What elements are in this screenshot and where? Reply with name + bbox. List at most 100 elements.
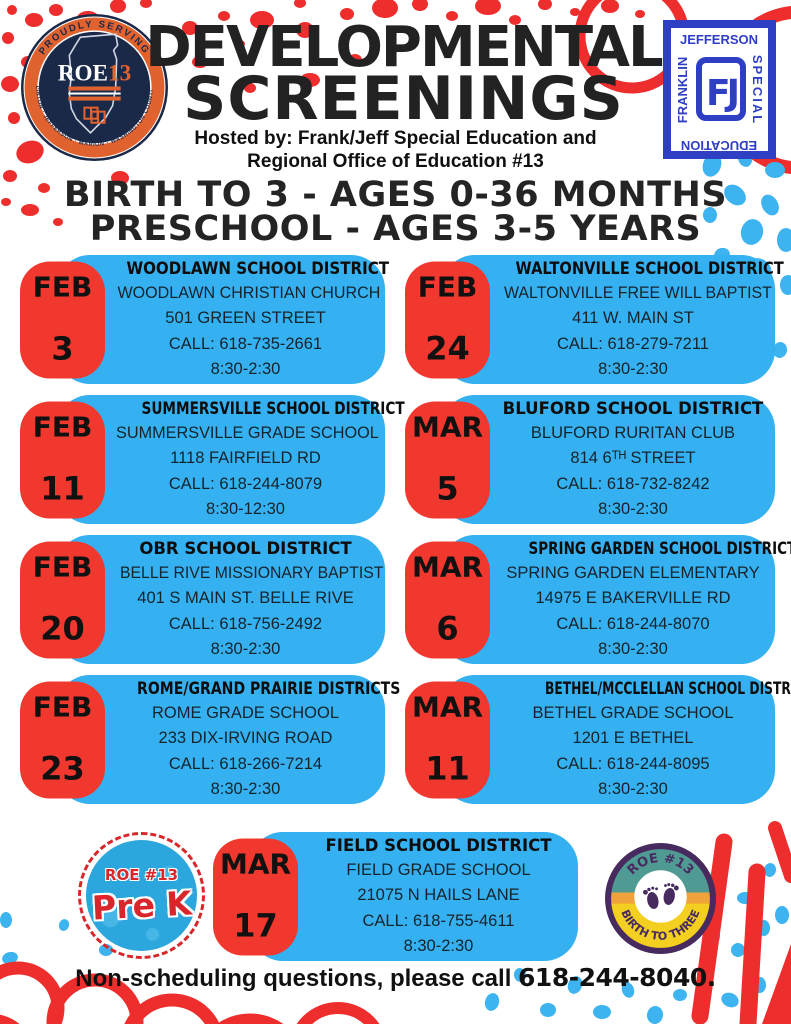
event-day: 23 — [40, 749, 85, 787]
event-date-badge: FEB 24 — [405, 261, 490, 378]
footer-phone-number: 618-244-8040. — [518, 963, 716, 992]
event-time: 8:30-2:30 — [403, 937, 474, 955]
event-venue: SUMMERSVILLE GRADE SCHOOL — [115, 423, 379, 442]
event-time: 8:30-2:30 — [598, 500, 668, 518]
prek-dashed-ring-icon — [78, 832, 205, 959]
event-day: 11 — [425, 749, 470, 787]
event-details: ROME/GRAND PRAIRIE DISTRICTS ROME GRADE … — [114, 675, 401, 804]
event-address: 401 S MAIN ST. BELLE RIVE — [137, 589, 354, 607]
seal-star-right-icon: ★ — [144, 85, 151, 94]
event-card-bluford: MAR 5 BLUFORD SCHOOL DISTRICT BLUFORD RU… — [405, 395, 775, 524]
event-day: 24 — [425, 329, 470, 367]
event-venue: WALTONVILLE FREE WILL BAPTIST — [503, 283, 772, 302]
event-time: 8:30-2:30 — [210, 780, 281, 798]
events-grid: FEB 3 WOODLAWN SCHOOL DISTRICT WOODLAWN … — [20, 255, 791, 804]
event-panel — [441, 255, 775, 384]
event-district: WALTONVILLE SCHOOL DISTRICT — [515, 258, 784, 278]
page-title: DEVELOPMENTAL SCREENINGS — [8, 20, 791, 134]
age-line-birth-to-3: BIRTH TO 3 - AGES 0-36 MONTHS — [63, 175, 728, 215]
roe13-seal-logo: PROUDLY SERVING CLINTON · JEFFERSON · MA… — [20, 13, 168, 161]
event-address: 814 6ᵀᴴ STREET — [570, 449, 696, 467]
event-phone: CALL: 618-266-7214 — [168, 754, 323, 773]
event-venue: FIELD GRADE SCHOOL — [346, 860, 531, 879]
event-district: OBR SCHOOL DISTRICT — [139, 538, 352, 558]
event-details: BETHEL/MCCLELLAN SCHOOL DISTRICT BETHEL … — [499, 675, 791, 804]
event-day: 17 — [233, 906, 278, 944]
event-venue: WOODLAWN CHRISTIAN CHURCH — [117, 283, 381, 302]
event-district: WOODLAWN SCHOOL DISTRICT — [126, 258, 390, 278]
event-panel — [441, 535, 775, 664]
event-date-badge: MAR 5 — [405, 401, 490, 518]
event-venue: BETHEL GRADE SCHOOL — [532, 703, 734, 722]
event-venue: ROME GRADE SCHOOL — [151, 703, 340, 722]
event-card-summersville: FEB 11 SUMMERSVILLE SCHOOL DISTRICT SUMM… — [20, 395, 405, 524]
event-month: FEB — [32, 690, 93, 723]
footer-note: Non-scheduling questions, please call 61… — [0, 963, 791, 993]
event-card-obr: FEB 20 OBR SCHOOL DISTRICT BELLE RIVE MI… — [20, 535, 385, 664]
hosted-by-text: Hosted by: Frank/Jeff Special Education … — [0, 127, 791, 173]
event-month: FEB — [32, 550, 93, 583]
event-time: 8:30-2:30 — [598, 360, 668, 378]
event-time: 8:30-2:30 — [598, 780, 668, 798]
prek-roe13-label: ROE #13 — [104, 866, 179, 884]
event-card-waltonville: FEB 24 WALTONVILLE SCHOOL DISTRICT WALTO… — [405, 255, 784, 384]
event-month: MAR — [219, 847, 292, 880]
event-day: 3 — [51, 329, 74, 367]
event-details: SPRING GARDEN SCHOOL DISTRICT SPRING GAR… — [499, 535, 791, 664]
event-time: 8:30-2:30 — [598, 640, 668, 658]
event-month: MAR — [411, 410, 484, 443]
event-date-badge: FEB 11 — [20, 401, 105, 518]
event-district: ROME/GRAND PRAIRIE DISTRICTS — [137, 678, 401, 698]
event-panel — [56, 255, 385, 384]
roe13-prek-logo: ROE #13 Pre K — [78, 832, 205, 959]
event-phone: CALL: 618-732-8242 — [556, 474, 710, 493]
seal-name-text: ROE13 — [58, 60, 131, 86]
event-panel — [441, 395, 775, 524]
event-venue: SPRING GARDEN ELEMENTARY — [506, 563, 760, 582]
event-venue: BLUFORD RURITAN CLUB — [530, 423, 736, 442]
event-address: 501 GREEN STREET — [165, 309, 326, 327]
event-day: 20 — [40, 609, 85, 647]
footprints-icon — [643, 883, 679, 909]
event-date-badge: FEB 3 — [20, 261, 105, 378]
event-address: 1201 E BETHEL — [572, 729, 694, 747]
prek-label: Pre K — [90, 883, 193, 928]
event-card-woodlawn: FEB 3 WOODLAWN SCHOOL DISTRICT WOODLAWN … — [20, 255, 390, 384]
prek-disc: ROE #13 Pre K — [86, 840, 197, 951]
roe13-birth-to-three-logo: ROE #13 BIRTH TO THREE — [605, 843, 716, 954]
event-district: SUMMERSVILLE SCHOOL DISTRICT — [141, 398, 405, 418]
event-address: 1118 FAIRFIELD RD — [170, 449, 321, 467]
event-details: OBR SCHOOL DISTRICT BELLE RIVE MISSIONAR… — [114, 535, 384, 664]
event-date-badge: MAR 11 — [405, 681, 490, 798]
event-address: 21075 N HAILS LANE — [357, 886, 520, 904]
hosted-line-2: Regional Office of Education #13 — [247, 151, 544, 172]
event-card-field: MAR 17 FIELD SCHOOL DISTRICT FIELD GRADE… — [213, 832, 578, 961]
event-day: 6 — [436, 609, 459, 647]
event-card-spring-garden: MAR 6 SPRING GARDEN SCHOOL DISTRICT SPRI… — [405, 535, 791, 664]
event-date-badge: FEB 23 — [20, 681, 105, 798]
event-phone: CALL: 618-244-8079 — [168, 474, 323, 493]
event-phone: CALL: 618-244-8070 — [556, 614, 710, 633]
event-phone: CALL: 618-756-2492 — [168, 614, 323, 633]
event-time: 8:30-12:30 — [206, 500, 285, 518]
footer-note-text: Non-scheduling questions, please call — [75, 965, 519, 992]
event-details: WALTONVILLE SCHOOL DISTRICT WALTONVILLE … — [499, 255, 784, 384]
hosted-line-1: Hosted by: Frank/Jeff Special Education … — [194, 128, 597, 149]
event-details: SUMMERSVILLE SCHOOL DISTRICT SUMMERSVILL… — [114, 395, 405, 524]
event-panel — [249, 832, 578, 961]
event-card-rome-grand-prairie: FEB 23 ROME/GRAND PRAIRIE DISTRICTS ROME… — [20, 675, 401, 804]
event-month: FEB — [32, 410, 93, 443]
event-month: FEB — [32, 270, 93, 303]
event-month: FEB — [417, 270, 478, 303]
event-date-badge: MAR 6 — [405, 541, 490, 658]
title-line-2: SCREENINGS — [183, 64, 624, 134]
event-panel — [56, 535, 385, 664]
event-details: FIELD SCHOOL DISTRICT FIELD GRADE SCHOOL… — [307, 832, 570, 961]
event-card-bethel-mcclellan: MAR 11 BETHEL/MCCLELLAN SCHOOL DISTRICT … — [405, 675, 791, 804]
event-venue: BELLE RIVE MISSIONARY BAPTIST — [120, 563, 384, 582]
event-district: BLUFORD SCHOOL DISTRICT — [502, 398, 764, 418]
event-panel — [56, 675, 385, 804]
event-month: MAR — [411, 550, 484, 583]
event-panel — [441, 675, 775, 804]
